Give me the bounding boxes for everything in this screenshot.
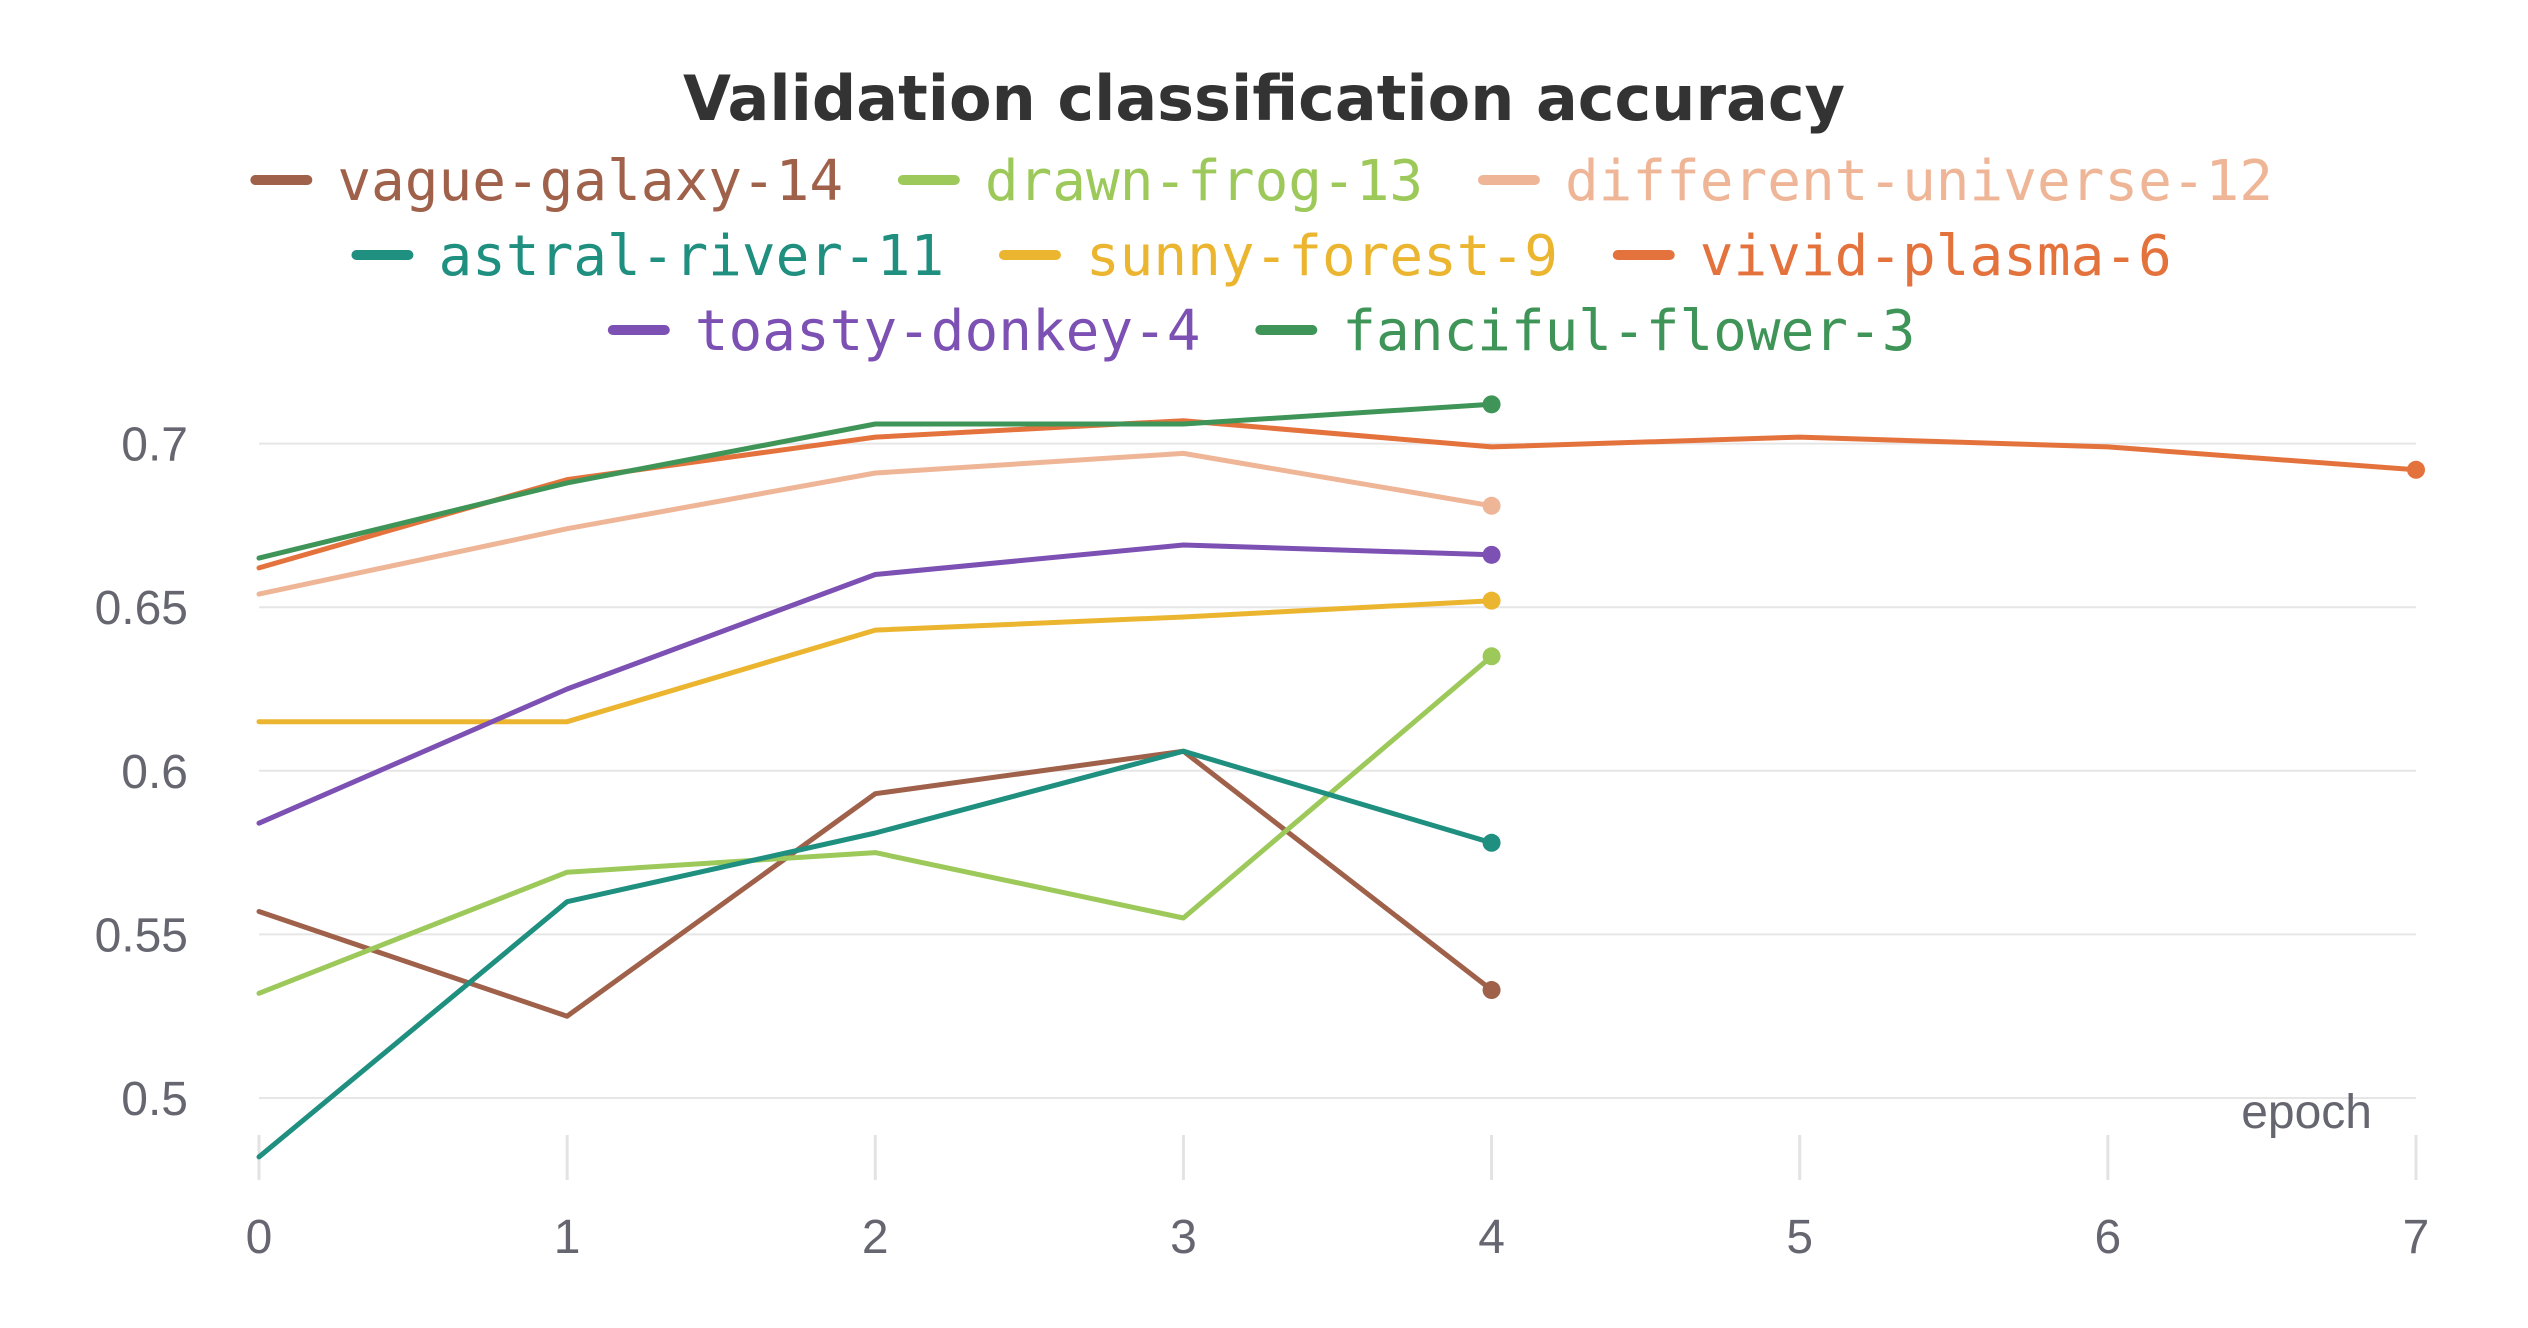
y-tick-label: 0.55 [95, 909, 188, 962]
series-line-fanciful-flower-3 [256, 401, 1495, 561]
series-line-different-universe-12 [256, 450, 1495, 597]
series-endpoint-different-universe-12 [1482, 496, 1501, 515]
legend-label-fanciful-flower-3: fanciful-flower-3 [1342, 299, 1915, 364]
series-lines [256, 395, 2425, 1160]
y-tick-label: 0.6 [121, 746, 188, 799]
x-axis-title: epoch [2241, 1086, 2372, 1139]
x-tick-label: 6 [2095, 1211, 2122, 1264]
series-line-toasty-donkey-4 [256, 542, 1495, 826]
series-endpoint-astral-river-11 [1482, 833, 1501, 852]
y-tick-label: 0.65 [95, 582, 188, 635]
x-tick-label: 1 [554, 1211, 581, 1264]
x-tick-label: 4 [1478, 1211, 1505, 1264]
legend: vague-galaxy-14 drawn-frog-13 different-un… [250, 149, 2273, 364]
series-line-drawn-frog-13 [256, 653, 1495, 996]
x-tick-label: 2 [862, 1211, 889, 1264]
grid-lines [259, 442, 2416, 1099]
series-line-astral-river-11 [256, 748, 1495, 1160]
x-axis: 0 1 2 3 4 5 6 7 [246, 1135, 2430, 1264]
series-endpoint-fanciful-flower-3 [1482, 395, 1501, 414]
series-line-vague-galaxy-14 [256, 748, 1495, 1019]
chart-title: Validation classification accuracy [683, 62, 1845, 135]
y-tick-label: 0.5 [121, 1073, 188, 1126]
series-endpoint-sunny-forest-9 [1482, 591, 1501, 610]
series-endpoint-vivid-plasma-6 [2407, 460, 2425, 479]
legend-label-different-universe-12: different-universe-12 [1565, 149, 2273, 214]
y-axis: 0.7 0.65 0.6 0.55 0.5 [95, 419, 188, 1126]
x-tick-label: 7 [2403, 1211, 2430, 1264]
legend-label-vivid-plasma-6: vivid-plasma-6 [1700, 224, 2172, 289]
legend-label-drawn-frog-13: drawn-frog-13 [985, 149, 1423, 214]
series-endpoint-vague-galaxy-14 [1482, 981, 1501, 1000]
series-line-sunny-forest-9 [256, 598, 1495, 725]
series-endpoint-drawn-frog-13 [1482, 647, 1501, 666]
legend-label-astral-river-11: astral-river-11 [438, 224, 944, 289]
x-tick-label: 3 [1170, 1211, 1197, 1264]
legend-label-sunny-forest-9: sunny-forest-9 [1086, 224, 1558, 289]
x-tick-label: 0 [246, 1211, 273, 1264]
legend-label-vague-galaxy-14: vague-galaxy-14 [337, 149, 843, 214]
legend-label-toasty-donkey-4: toasty-donkey-4 [695, 299, 1201, 364]
x-tick-label: 5 [1786, 1211, 1813, 1264]
y-tick-label: 0.7 [121, 419, 188, 472]
series-endpoint-toasty-donkey-4 [1482, 545, 1501, 564]
